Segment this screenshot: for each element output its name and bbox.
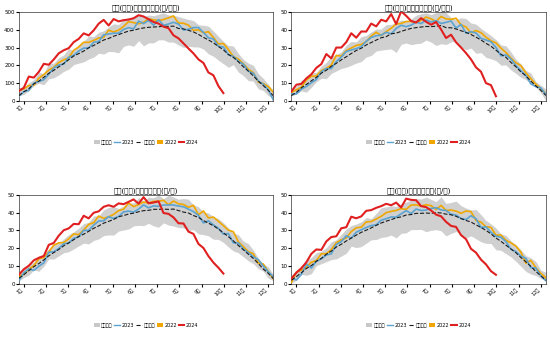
Title: 红枣(骏枣)现货价格走势(元/公斤): 红枣(骏枣)现货价格走势(元/公斤) (384, 4, 453, 11)
Legend: 历史区间, 2023, 历史均值, 2022, 2024: 历史区间, 2023, 历史均值, 2022, 2024 (94, 322, 199, 328)
Title: 红枣(骏枣)期货价格走势(元/吨): 红枣(骏枣)期货价格走势(元/吨) (387, 187, 451, 194)
Legend: 历史区间, 2023, 历史均值, 2022, 2024: 历史区间, 2023, 历史均值, 2022, 2024 (366, 322, 471, 328)
Legend: 历史区间, 2023, 历史均值, 2022, 2024: 历史区间, 2023, 历史均值, 2022, 2024 (94, 140, 199, 145)
Legend: 历史区间, 2023, 历史均值, 2022, 2024: 历史区间, 2023, 历史均值, 2022, 2024 (366, 140, 471, 145)
Title: 红枣(灰枣)期货价格走势(元/吨): 红枣(灰枣)期货价格走势(元/吨) (114, 187, 178, 194)
Title: 红枣(若羌)现货价格走势(元/公斤): 红枣(若羌)现货价格走势(元/公斤) (112, 4, 180, 11)
